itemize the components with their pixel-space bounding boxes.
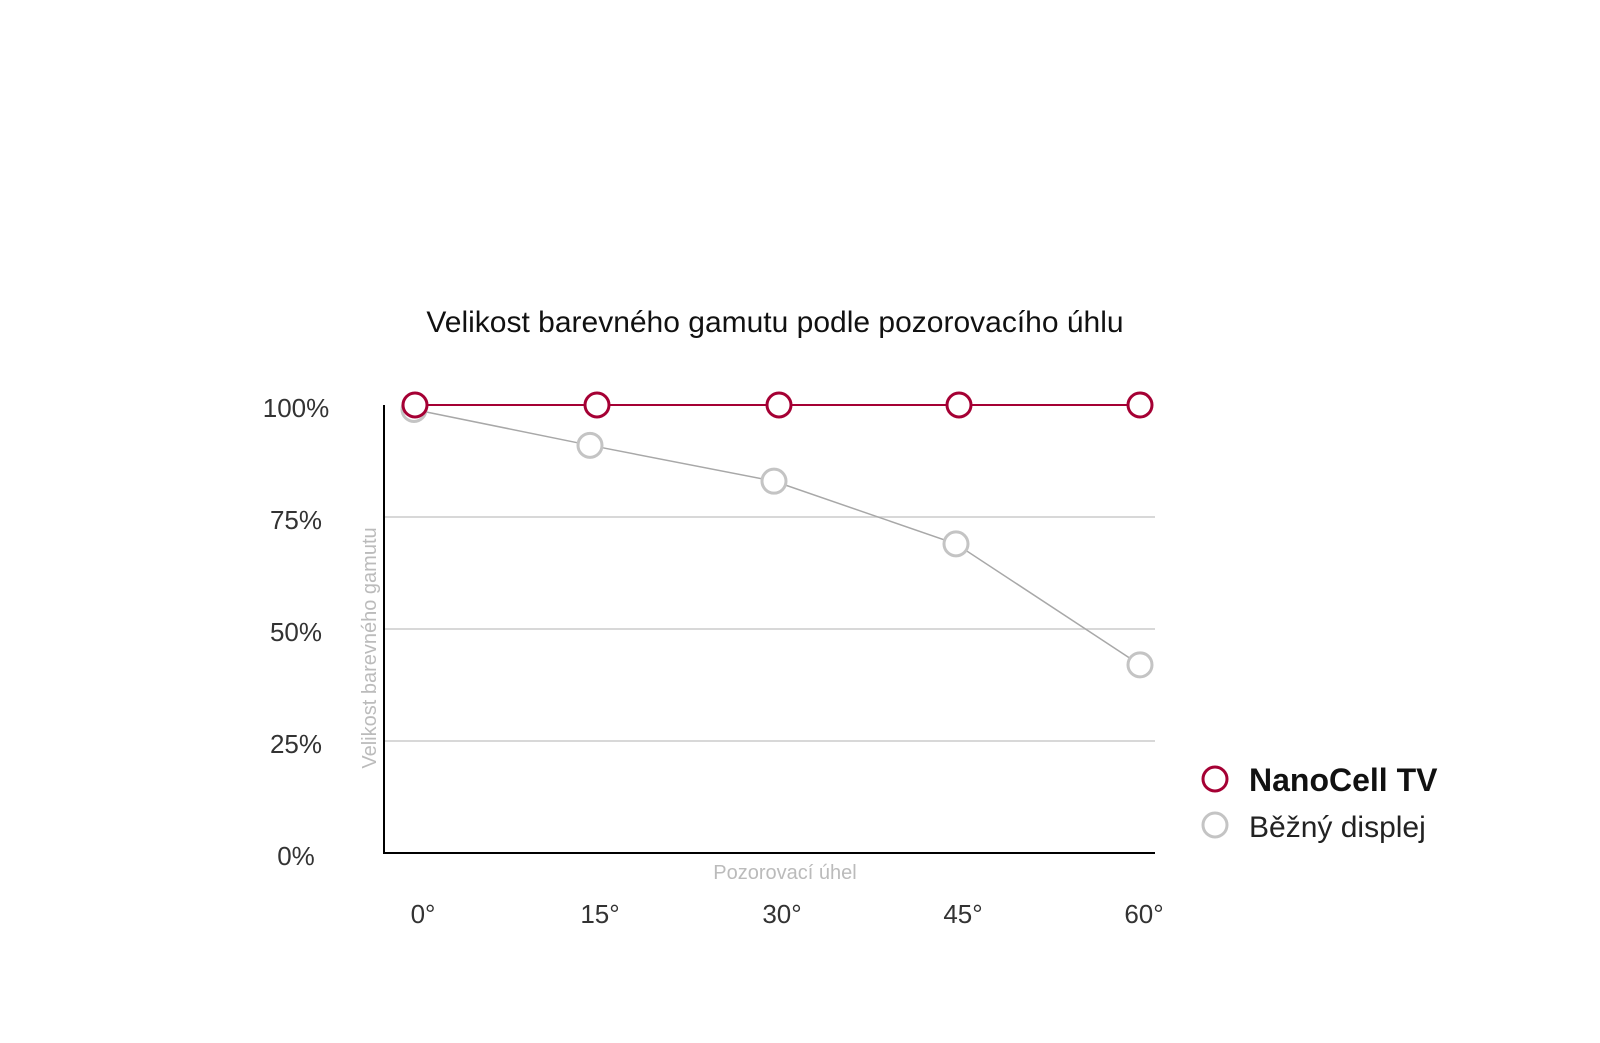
series-nanocell [401,391,1154,419]
data-point [401,391,429,419]
legend-marker [1201,811,1229,839]
legend-label: Běžný displej [1249,811,1426,844]
legend: NanoCell TV Běžný displej [1201,762,1438,844]
data-point [583,391,611,419]
legend-item: NanoCell TV [1201,762,1438,798]
grid [384,516,1155,742]
data-point [945,391,973,419]
series-line [413,408,1141,666]
series [400,391,1154,679]
x-tick-label: 60° [1124,899,1163,929]
data-point [765,391,793,419]
y-axis-label: Velikost barevného gamutu [359,527,381,768]
chart-title: Velikost barevného gamutu podle pozorova… [426,306,1123,339]
data-point [1126,651,1154,679]
x-axis-label: Pozorovací úhel [713,862,856,884]
y-tick-label: 0% [277,841,315,871]
data-point [576,431,604,459]
data-point [1126,391,1154,419]
y-tick-label: 75% [270,505,322,535]
series-conventional [400,395,1154,679]
x-tick-label: 0° [411,899,436,929]
x-tick-label: 45° [943,899,982,929]
x-tick-label: 15° [580,899,619,929]
x-tick-labels: 0° 15° 30° 45° 60° [411,899,1164,929]
axes [383,405,1155,854]
data-point [760,467,788,495]
legend-label: NanoCell TV [1249,762,1438,798]
legend-marker [1201,765,1229,793]
legend-item: Běžný displej [1201,811,1426,844]
y-tick-labels: 0% 25% 50% 75% 100% [263,393,330,871]
data-point [942,530,970,558]
y-tick-label: 50% [270,617,322,647]
y-tick-label: 25% [270,729,322,759]
y-tick-label: 100% [263,393,330,423]
x-tick-label: 30° [762,899,801,929]
